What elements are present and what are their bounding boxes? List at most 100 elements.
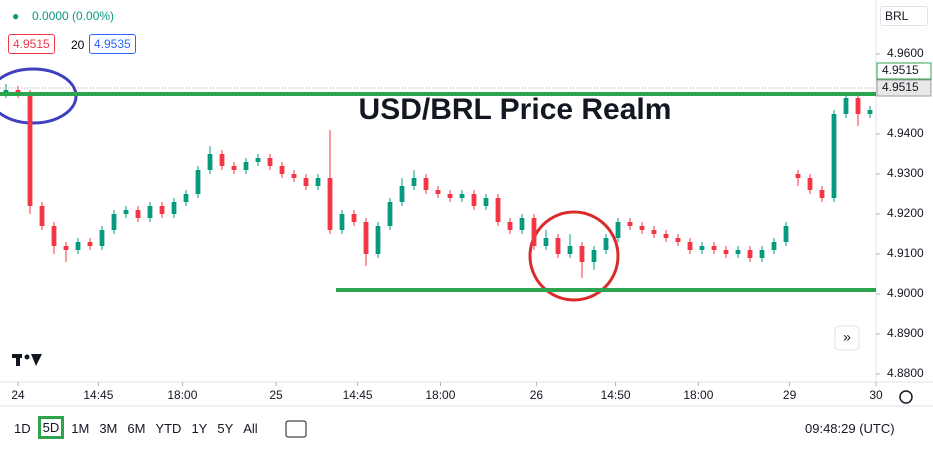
candle-body xyxy=(867,110,873,114)
x-tick-label: 24 xyxy=(11,388,25,402)
price-tag xyxy=(876,79,932,97)
candle-body xyxy=(723,250,729,254)
candle-body xyxy=(327,178,333,230)
candle-body xyxy=(579,246,585,262)
candle-body xyxy=(711,246,717,250)
candle-body xyxy=(603,238,609,250)
y-tick-label: 4.9400 xyxy=(887,126,924,140)
candle-body xyxy=(243,162,249,170)
candle-body xyxy=(675,238,681,242)
candle-body xyxy=(411,178,417,186)
x-tick-label: 14:45 xyxy=(343,388,373,402)
candle-body xyxy=(531,218,537,246)
range-button[interactable]: 3M xyxy=(99,421,118,436)
candle-body xyxy=(291,174,297,178)
candle-body xyxy=(255,158,261,162)
clock: 09:48:29 (UTC) xyxy=(805,421,895,436)
price-tag-label: 4.9515 xyxy=(882,80,919,94)
candle-body xyxy=(75,242,81,250)
y-tick-label: 4.9000 xyxy=(887,286,924,300)
y-tick-label: 4.8800 xyxy=(887,366,924,380)
candle-body xyxy=(495,198,501,222)
candle-body xyxy=(399,186,405,202)
bid[interactable]: 4.9515 xyxy=(8,34,55,54)
candle-body xyxy=(267,158,273,166)
candle-body xyxy=(651,230,657,234)
candle-body xyxy=(771,242,777,250)
scroll-icon[interactable]: » xyxy=(843,329,851,345)
candle-body xyxy=(387,202,393,226)
range-button[interactable]: 5D xyxy=(37,416,65,439)
candle-body xyxy=(303,178,309,186)
candle-body xyxy=(219,154,225,166)
candle-body xyxy=(231,166,237,170)
status-dot: ● xyxy=(12,9,20,23)
candle-body xyxy=(855,98,861,114)
x-tick-label: 29 xyxy=(783,388,797,402)
candle-body xyxy=(687,242,693,250)
x-tick-label: 14:45 xyxy=(83,388,113,402)
candle-body xyxy=(447,194,453,198)
candle-body xyxy=(315,178,321,186)
candle-body xyxy=(459,194,465,198)
candle-body xyxy=(87,242,93,246)
candle-body xyxy=(519,218,525,230)
x-tick-label: 25 xyxy=(269,388,283,402)
candle-body xyxy=(759,250,765,258)
range-button[interactable]: 1D xyxy=(14,421,31,436)
candle-body xyxy=(363,222,369,254)
candle-body xyxy=(699,246,705,250)
x-tick-label: 18:00 xyxy=(683,388,713,402)
x-tick-label: 26 xyxy=(530,388,544,402)
change: 0.0000 (0.00%) xyxy=(32,9,115,23)
range-button[interactable]: 6M xyxy=(127,421,146,436)
ask[interactable]: 4.9535 xyxy=(89,34,136,54)
price-tag-label: 4.9515 xyxy=(882,63,919,77)
x-tick-label: 14:50 xyxy=(601,388,631,402)
x-tick-label: 18:00 xyxy=(425,388,455,402)
candle-body xyxy=(591,250,597,262)
range-button[interactable]: 1M xyxy=(71,421,90,436)
candle-body xyxy=(111,214,117,230)
candle-body xyxy=(507,222,513,230)
candle-body xyxy=(339,214,345,230)
candle-body xyxy=(375,226,381,254)
candle-body xyxy=(543,238,549,246)
spread: 20 xyxy=(71,38,85,52)
candle-body xyxy=(843,98,849,114)
currency-select[interactable]: BRL xyxy=(880,6,928,26)
range-button[interactable]: All xyxy=(243,421,258,436)
candle-body xyxy=(483,198,489,206)
candle-body xyxy=(615,222,621,238)
x-tick-label: 30 xyxy=(869,388,883,402)
x-tick-label: 18:00 xyxy=(167,388,197,402)
candle-body xyxy=(567,246,573,254)
scroll-button[interactable] xyxy=(834,325,860,351)
candle-body xyxy=(195,170,201,194)
candle-body xyxy=(807,178,813,190)
candle-body xyxy=(99,230,105,246)
candle-body xyxy=(63,246,69,250)
candle-body xyxy=(171,202,177,214)
candle-body xyxy=(207,154,213,170)
candle-body xyxy=(423,178,429,190)
y-tick-label: 4.9100 xyxy=(887,246,924,260)
candle-body xyxy=(51,226,57,246)
candle-body xyxy=(435,190,441,194)
candle-body xyxy=(747,250,753,258)
range-button[interactable]: 5Y xyxy=(217,421,234,436)
settings-icon[interactable] xyxy=(899,390,913,404)
candle-body xyxy=(783,226,789,242)
candle-body xyxy=(351,214,357,222)
red-circle xyxy=(528,210,620,302)
range-button[interactable]: YTD xyxy=(155,421,182,436)
candle-body xyxy=(831,114,837,198)
range-button[interactable]: 1Y xyxy=(191,421,208,436)
candle-body xyxy=(735,250,741,254)
date-range-icon[interactable] xyxy=(285,420,307,438)
y-tick-label: 4.9200 xyxy=(887,206,924,220)
candle-body xyxy=(639,226,645,230)
y-tick-label: 4.8900 xyxy=(887,326,924,340)
